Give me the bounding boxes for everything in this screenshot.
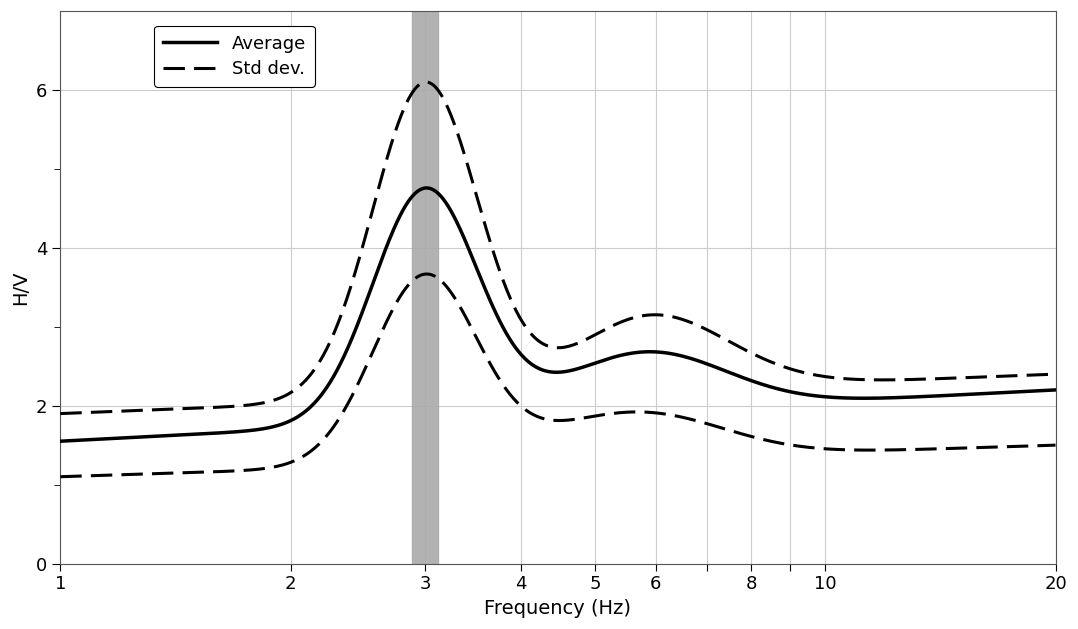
Std dev. [105, 408, 118, 415]
Std dev. [1049, 370, 1062, 378]
Line: Average: Average [60, 188, 1055, 441]
Average [1020, 387, 1033, 395]
X-axis label: Frequency (Hz): Frequency (Hz) [484, 599, 632, 618]
Std dev. [838, 375, 851, 382]
Std dev. [512, 311, 525, 319]
Std dev. [538, 341, 551, 348]
Average [1049, 386, 1062, 394]
Y-axis label: H/V: H/V [11, 270, 30, 304]
Line: Std dev.: Std dev. [60, 82, 1055, 414]
Legend: Average, Std dev.: Average, Std dev. [154, 26, 315, 87]
Average [1021, 387, 1034, 395]
Bar [412, 11, 439, 564]
Std dev. [1020, 372, 1033, 379]
Std dev. [54, 410, 67, 418]
Average [512, 347, 525, 355]
Std dev. [419, 78, 432, 86]
Average [420, 184, 433, 192]
Std dev. [1021, 372, 1034, 379]
Average [538, 367, 551, 374]
Average [838, 394, 851, 402]
Average [54, 437, 67, 445]
Average [105, 435, 118, 442]
